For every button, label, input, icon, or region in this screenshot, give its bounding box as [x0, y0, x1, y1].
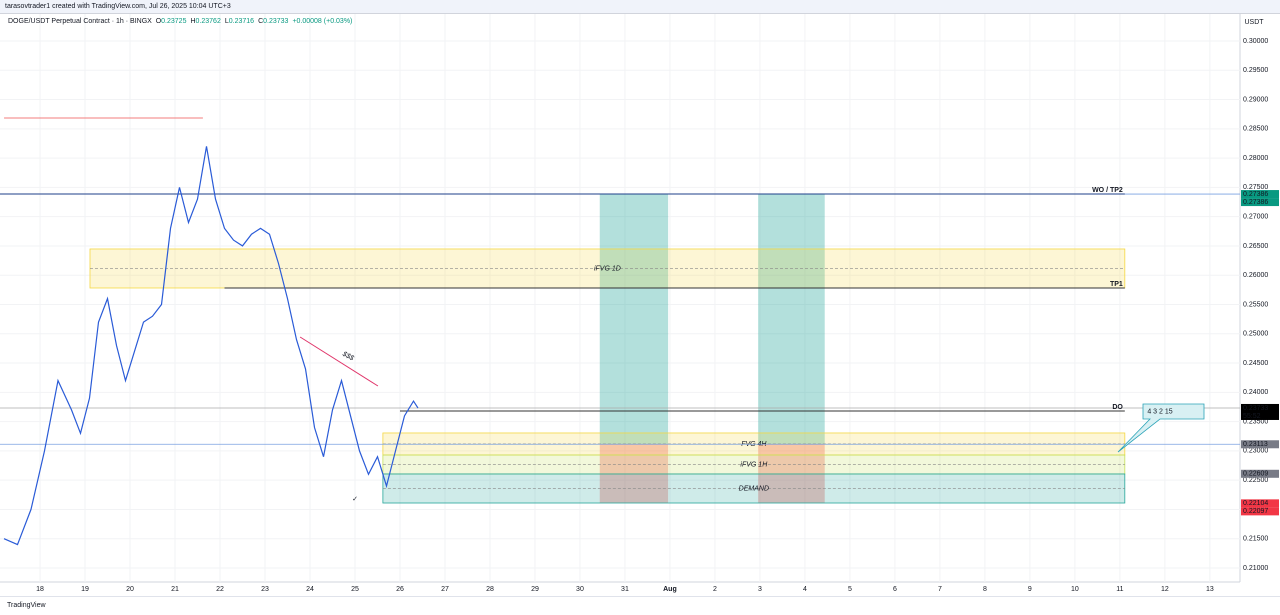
- ohlc-label: O: [155, 18, 162, 25]
- x-tick-label: 31: [621, 586, 629, 593]
- ohlc-value: 0.23725: [161, 18, 187, 25]
- level-label: TP1: [1110, 281, 1123, 288]
- credit: tarasovtrader1 created with TradingView.…: [0, 0, 1280, 14]
- legend-header: DOGE/USDT Perpetual Contract · 1h · BING…: [8, 18, 356, 25]
- ohlc-label: C: [258, 18, 264, 25]
- x-tick-label: 26: [396, 586, 404, 593]
- x-tick-label: 9: [1028, 586, 1032, 593]
- x-tick-label: 8: [983, 586, 987, 593]
- price-label-bg: [1241, 440, 1279, 449]
- y-tick-label: 0.26000: [1243, 272, 1268, 279]
- x-tick-label: 23: [261, 586, 269, 593]
- zone-label: iFVG 1H: [740, 461, 768, 468]
- y-tick-label: 0.23500: [1243, 418, 1268, 425]
- price-label: 0.27386: [1243, 199, 1268, 206]
- chart: USDT 0.30000 0.29500 0.29000 0.28500 0.28000…: [0, 14, 1279, 593]
- y-tick-label: 0.28000: [1243, 155, 1268, 162]
- x-tick-label: 7: [938, 586, 942, 593]
- y-tick-label: 0.22500: [1243, 477, 1268, 484]
- x-tick-label: 24: [306, 586, 314, 593]
- y-tick-label: 0.29000: [1243, 96, 1268, 103]
- ohlc-label: L: [224, 18, 229, 25]
- y-tick-label: 0.23000: [1243, 448, 1268, 455]
- x-tick-label: 27: [441, 586, 449, 593]
- x-tick-label: 22: [216, 586, 224, 593]
- symbol: DOGE/USDT Perpetual Contract · 1h · BING…: [8, 18, 152, 25]
- y-tick-label: 0.29500: [1243, 67, 1268, 74]
- y-tick-label: 0.25000: [1243, 331, 1268, 338]
- footer: TradingView: [0, 596, 1280, 614]
- price-label-bg: [1241, 499, 1279, 508]
- x-tick-label: 20: [126, 586, 134, 593]
- price-label: 0.22104: [1243, 500, 1268, 507]
- callout-text: 4 3 2 15: [1147, 408, 1172, 415]
- y-tick-label: 0.27500: [1243, 184, 1268, 191]
- x-tick-label: 19: [81, 586, 89, 593]
- price-label: 0.22097: [1243, 508, 1268, 515]
- callout: 4 3 2 15: [1117, 403, 1205, 453]
- currency: USDT: [1244, 19, 1264, 26]
- y-tick-label: 0.24000: [1243, 389, 1268, 396]
- x-tick-label: 13: [1206, 586, 1214, 593]
- y-tick-label: 0.28500: [1243, 126, 1268, 133]
- x-tick-label: 18: [36, 586, 44, 593]
- x-tick-label: 28: [486, 586, 494, 593]
- countdown: 55:52: [1243, 413, 1261, 420]
- y-tick-label: 0.27000: [1243, 214, 1268, 221]
- ohlc-value: 0.23762: [195, 18, 221, 25]
- position-band: [599, 194, 669, 445]
- x-tick-label: 30: [576, 586, 584, 593]
- price-label: 0.23113: [1243, 441, 1268, 448]
- price-label: 0.23733: [1243, 405, 1268, 412]
- callout-shape: [1117, 403, 1205, 453]
- zone-label: DEMAND: [739, 485, 769, 492]
- x-tick-label: 11: [1116, 586, 1123, 593]
- price-label-bg: [1241, 198, 1279, 207]
- x-tick-label: 29: [531, 586, 539, 593]
- position-band: [758, 194, 825, 445]
- ohlc-value: 0.23716: [228, 18, 255, 25]
- x-tick-label: 21: [171, 586, 179, 593]
- x-tick-label: 4: [803, 586, 807, 593]
- price-label-bg: [1241, 190, 1279, 199]
- trend-label: $$$: [340, 350, 355, 362]
- price-label: 0.27386: [1243, 191, 1268, 198]
- price-label-bg: [1241, 403, 1279, 420]
- ohlc-value: 0.23733: [263, 18, 289, 25]
- y-tick-label: 0.26500: [1243, 243, 1268, 250]
- x-tick-label: Aug: [663, 586, 677, 593]
- check-mark: ✓: [352, 496, 358, 503]
- trend-line: [299, 336, 379, 387]
- y-tick-label: 0.21500: [1243, 536, 1268, 543]
- y-tick-label: 0.25500: [1243, 301, 1268, 308]
- ohlc-label: H: [190, 18, 196, 25]
- x-tick-label: 10: [1071, 586, 1079, 593]
- price-label-bg: [1241, 507, 1279, 516]
- x-tick-label: 5: [848, 586, 852, 593]
- price-label-bg: [1241, 469, 1279, 478]
- y-tick-label: 0.30000: [1243, 38, 1268, 45]
- change: +0.00008 (+0.03%): [292, 18, 353, 25]
- y-tick-label: 0.24500: [1243, 360, 1268, 367]
- y-tick-label: 0.21000: [1243, 565, 1268, 572]
- x-tick-label: 3: [758, 586, 762, 593]
- price-line: [3, 146, 419, 546]
- x-tick-label: 12: [1161, 586, 1169, 593]
- price-label: 0.22609: [1243, 471, 1268, 478]
- zone-label: iFVG 1D: [594, 265, 621, 272]
- x-tick-label: 6: [893, 586, 897, 593]
- level-label: WO / TP2: [1092, 187, 1123, 194]
- x-tick-label: 25: [351, 586, 359, 593]
- x-tick-label: 2: [713, 586, 717, 593]
- level-label: DO: [1112, 404, 1123, 411]
